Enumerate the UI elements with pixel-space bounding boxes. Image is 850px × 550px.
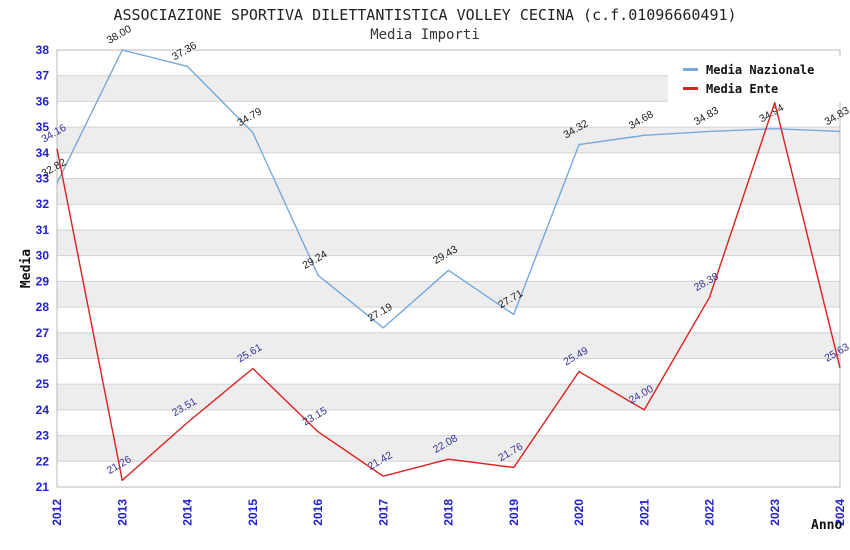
chart-subtitle: Media Importi bbox=[370, 27, 480, 43]
series-line-nazionale bbox=[56, 49, 841, 329]
legend-item-media-ente: Media Ente bbox=[683, 81, 850, 96]
data-label: 34.83 bbox=[692, 104, 721, 128]
x-tick: 2023 bbox=[768, 499, 782, 526]
y-tick: 27 bbox=[36, 326, 50, 340]
x-tick: 2015 bbox=[246, 499, 260, 526]
y-axis-title: Media bbox=[19, 249, 34, 288]
x-tick: 2018 bbox=[442, 499, 456, 526]
y-tick: 22 bbox=[36, 454, 50, 468]
x-axis-title: Anno bbox=[811, 518, 842, 533]
legend-label-nazionale: Media Nazionale bbox=[706, 62, 815, 77]
y-tick: 30 bbox=[36, 249, 50, 263]
data-label: 34.79 bbox=[235, 106, 264, 130]
y-tick: 37 bbox=[36, 69, 50, 83]
x-tick-labels: 2012 2013 2014 2015 2016 2017 2018 2019 2020 2021… bbox=[50, 499, 847, 526]
chart-title: ASSOCIAZIONE SPORTIVA DILETTANTISTICA VO… bbox=[113, 6, 737, 24]
y-tick: 29 bbox=[36, 274, 50, 288]
x-tick: 2017 bbox=[376, 499, 390, 526]
plot-bands bbox=[57, 75, 840, 462]
x-tick: 2020 bbox=[572, 499, 586, 526]
series-line-ente bbox=[56, 101, 841, 482]
x-tick: 2022 bbox=[703, 499, 717, 526]
y-tick: 26 bbox=[36, 351, 50, 365]
y-tick: 33 bbox=[36, 172, 50, 186]
y-tick: 25 bbox=[36, 377, 50, 391]
legend-line-swatch-ente bbox=[683, 87, 698, 90]
x-tick: 2019 bbox=[507, 499, 521, 526]
x-tick: 2013 bbox=[115, 499, 129, 526]
y-tick: 24 bbox=[36, 403, 50, 417]
data-label: 38.00 bbox=[105, 23, 134, 47]
data-label: 37.36 bbox=[170, 39, 199, 63]
y-tick: 38 bbox=[36, 43, 50, 57]
x-tick: 2016 bbox=[311, 499, 325, 526]
data-label: 34.83 bbox=[823, 104, 850, 128]
y-tick: 36 bbox=[36, 94, 50, 108]
x-tick: 2014 bbox=[181, 499, 195, 526]
y-tick: 35 bbox=[36, 120, 50, 134]
y-tick: 28 bbox=[36, 300, 50, 314]
y-tick: 34 bbox=[36, 146, 50, 160]
y-tick: 31 bbox=[36, 223, 50, 237]
x-tick: 2024 bbox=[833, 499, 847, 526]
gridlines bbox=[56, 49, 841, 488]
y-tick-labels: 21 22 23 24 25 26 27 28 29 30 31 32 33 34 35 36 37 38 bbox=[36, 43, 50, 494]
y-tick: 21 bbox=[36, 480, 50, 494]
legend: Media Nazionale Media Ente bbox=[668, 56, 850, 102]
legend-item-media-nazionale: Media Nazionale bbox=[683, 62, 850, 77]
legend-line-swatch-nazionale bbox=[683, 68, 698, 71]
y-tick: 32 bbox=[36, 197, 50, 211]
x-tick: 2012 bbox=[50, 499, 64, 526]
x-tick: 2021 bbox=[637, 499, 651, 526]
legend-label-ente: Media Ente bbox=[706, 81, 779, 96]
y-tick: 23 bbox=[36, 429, 50, 443]
